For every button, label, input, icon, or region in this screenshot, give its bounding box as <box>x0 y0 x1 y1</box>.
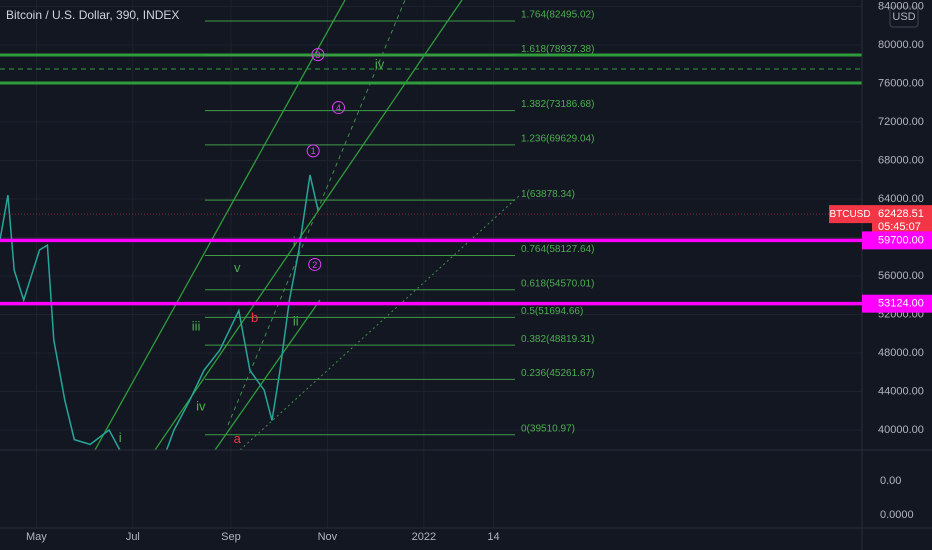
price-tag-value: 62428.51 <box>878 208 924 220</box>
trend-line <box>239 194 521 450</box>
wave-label: b <box>251 310 258 325</box>
currency-box[interactable] <box>889 6 919 28</box>
x-tick-label: Sep <box>221 531 241 543</box>
y-tick-label: 56000.00 <box>878 270 924 282</box>
fib-label: 1.382(73186.68) <box>521 99 594 110</box>
level-tag-label: 59700.00 <box>878 234 924 246</box>
y-tick-label: 64000.00 <box>878 193 924 205</box>
y-tick-label: 44000.00 <box>878 385 924 397</box>
y-tick-label: 68000.00 <box>878 154 924 166</box>
fib-label: 1.236(69629.04) <box>521 133 594 144</box>
fib-label: 0.382(48819.31) <box>521 334 594 345</box>
wave-label: iv <box>196 398 206 413</box>
wave-label: iv <box>375 57 385 72</box>
fib-label: 1.618(78937.38) <box>521 44 594 55</box>
channel-line <box>94 0 346 450</box>
x-tick-label: 14 <box>487 531 499 543</box>
wave-label: v <box>234 260 241 275</box>
chart-title: Bitcoin / U.S. Dollar, 390, INDEX <box>6 8 179 22</box>
y-tick-label: 40000.00 <box>878 424 924 436</box>
wave-circle <box>306 144 320 158</box>
indicator-tick: 0.00 <box>880 475 901 487</box>
countdown: 05:45:07 <box>878 221 921 233</box>
y-tick-label: 48000.00 <box>878 347 924 359</box>
fib-label: 0.236(45261.67) <box>521 368 594 379</box>
fib-label: 0.5(51694.66) <box>521 306 583 317</box>
trend-line <box>214 299 321 450</box>
wave-circle <box>331 101 345 115</box>
wave-label: ii <box>293 314 299 329</box>
wave-label: iii <box>192 318 201 333</box>
wave-label: i <box>119 430 122 445</box>
fib-label: 0(39510.97) <box>521 423 575 434</box>
series-name: BTCUSD <box>829 209 870 220</box>
wave-label: 3 <box>315 50 320 60</box>
channel-line <box>154 0 463 450</box>
level-tag <box>862 294 932 313</box>
price-line <box>0 174 319 450</box>
wave-circle <box>311 48 325 62</box>
x-tick-label: Jul <box>126 531 140 543</box>
level-tag-label: 53124.00 <box>878 298 924 310</box>
indicator-tick: 0.0000 <box>880 509 914 521</box>
y-tick-label: 72000.00 <box>878 116 924 128</box>
x-tick-label: 2022 <box>412 531 436 543</box>
wave-label: 4 <box>336 103 341 113</box>
price-tag <box>872 205 932 236</box>
fib-label: 0.764(58127.64) <box>521 244 594 255</box>
x-tick-label: Nov <box>318 531 338 543</box>
wave-label: a <box>234 431 242 446</box>
x-tick-label: May <box>26 531 47 543</box>
wave-label: 1 <box>311 146 316 156</box>
wave-circle <box>308 257 322 271</box>
series-tag <box>829 205 872 224</box>
fib-label: 1(63878.34) <box>521 189 575 200</box>
fib-label: 0.618(54570.01) <box>521 278 594 289</box>
currency[interactable]: USD <box>892 11 915 23</box>
y-tick-label: 80000.00 <box>878 39 924 51</box>
drawings <box>0 0 862 450</box>
level-tag <box>862 231 932 250</box>
y-tick-label: 76000.00 <box>878 77 924 89</box>
fib-label: 1.764(82495.02) <box>521 10 594 21</box>
wave-label: 2 <box>312 260 317 270</box>
y-tick-label: 84000.00 <box>878 0 924 12</box>
